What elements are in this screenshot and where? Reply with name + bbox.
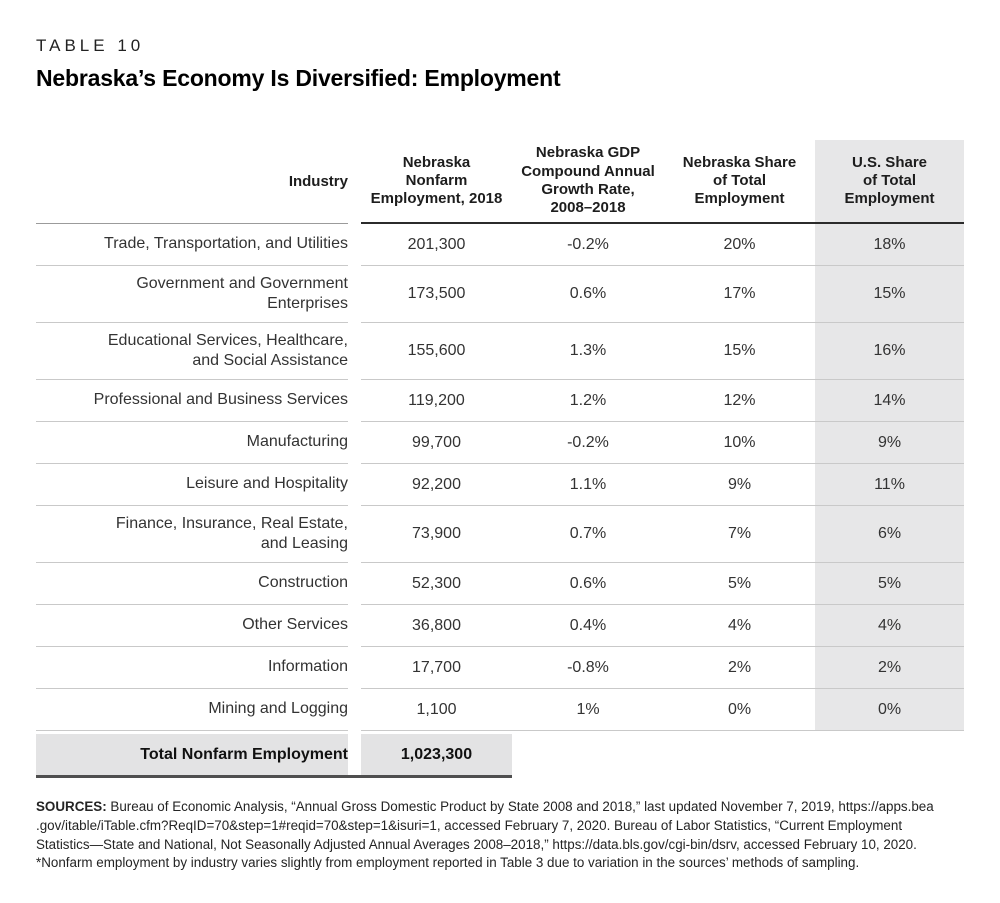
us-share-cell: 5%	[877, 574, 902, 592]
ne-share-cell: 7%	[727, 525, 752, 542]
industry-cell: Educational Services, Healthcare, and So…	[36, 323, 348, 380]
gdp-growth-cell: 0.6%	[569, 285, 607, 302]
employment-cell: 17,700	[412, 658, 461, 676]
industry-cell: Professional and Business Services	[36, 380, 348, 422]
employment-table: Industry Nebraska Nonfarm Employment, 20…	[36, 140, 964, 731]
table-row: Other Services 36,800 0.4% 4% 4%	[36, 605, 964, 647]
table-row: Government and Government Enterprises 17…	[36, 266, 964, 323]
total-label: Total Nonfarm Employment	[36, 734, 348, 775]
industry-cell: Construction	[36, 563, 348, 605]
us-share-cell: 18%	[873, 235, 906, 253]
table-row: Leisure and Hospitality 92,200 1.1% 9% 1…	[36, 464, 964, 506]
employment-cell: 119,200	[408, 391, 465, 409]
us-share-cell: 6%	[877, 525, 902, 542]
sources-note: SOURCES: Bureau of Economic Analysis, “A…	[36, 798, 965, 873]
employment-cell: 155,600	[407, 342, 466, 359]
gdp-growth-cell: -0.2%	[567, 433, 609, 451]
table-title: Nebraska’s Economy Is Diversified: Emplo…	[36, 65, 561, 91]
industry-cell: Manufacturing	[36, 422, 348, 464]
table-body: Trade, Transportation, and Utilities 201…	[36, 224, 964, 731]
gdp-growth-cell: 0.7%	[569, 525, 607, 542]
ne-share-cell: 17%	[723, 285, 756, 302]
employment-cell: 99,700	[412, 433, 461, 451]
industry-cell: Information	[36, 647, 348, 689]
industry-cell: Government and Government Enterprises	[36, 266, 348, 323]
gdp-growth-cell: 1.3%	[569, 342, 607, 359]
employment-cell: 52,300	[412, 574, 461, 592]
column-header-ne-share: Nebraska Share of Total Employment	[682, 153, 797, 208]
ne-share-cell: 20%	[723, 235, 756, 253]
employment-cell: 1,100	[416, 700, 457, 718]
ne-share-cell: 9%	[727, 475, 752, 493]
gdp-growth-cell: 1.1%	[569, 475, 607, 493]
table-row: Manufacturing 99,700 -0.2% 10% 9%	[36, 422, 964, 464]
total-value: 1,023,300	[361, 734, 512, 775]
employment-cell: 36,800	[412, 616, 461, 634]
table-row: Trade, Transportation, and Utilities 201…	[36, 224, 964, 266]
column-header-employment: Nebraska Nonfarm Employment, 2018	[370, 153, 503, 208]
employment-cell: 173,500	[407, 285, 466, 302]
employment-cell: 201,300	[407, 235, 466, 253]
table-row: Construction 52,300 0.6% 5% 5%	[36, 563, 964, 605]
column-header-industry: Industry	[36, 140, 348, 224]
header-data-group: Nebraska Nonfarm Employment, 2018 Nebras…	[361, 140, 964, 224]
ne-share-cell: 5%	[727, 574, 752, 592]
us-share-cell: 2%	[877, 658, 902, 676]
ne-share-cell: 10%	[723, 433, 756, 451]
table-row: Finance, Insurance, Real Estate, and Lea…	[36, 506, 964, 563]
gdp-growth-cell: -0.8%	[567, 658, 609, 676]
us-share-cell: 0%	[877, 700, 902, 718]
employment-cell: 92,200	[412, 475, 461, 493]
ne-share-cell: 0%	[727, 700, 752, 718]
us-share-cell: 11%	[874, 475, 905, 493]
us-share-column-shade	[815, 140, 964, 731]
industry-cell: Mining and Logging	[36, 689, 348, 731]
column-header-us-share: U.S. Share of Total Employment	[844, 153, 935, 208]
table-kicker: TABLE 10	[36, 36, 145, 55]
gdp-growth-cell: 0.6%	[569, 574, 607, 592]
us-share-cell: 9%	[877, 433, 902, 451]
gdp-growth-cell: 1.2%	[569, 391, 607, 409]
sources-text: Bureau of Economic Analysis, “Annual Gro…	[36, 799, 934, 871]
total-gap	[348, 734, 361, 775]
gdp-growth-cell: 1%	[576, 700, 600, 718]
gdp-growth-cell: 0.4%	[569, 616, 607, 634]
us-share-cell: 4%	[877, 616, 902, 634]
table-row: Professional and Business Services 119,2…	[36, 380, 964, 422]
table-row: Mining and Logging 1,100 1% 0% 0%	[36, 689, 964, 731]
ne-share-cell: 2%	[727, 658, 752, 676]
ne-share-cell: 4%	[727, 616, 752, 634]
us-share-cell: 15%	[873, 285, 906, 302]
sources-label: SOURCES:	[36, 799, 107, 814]
us-share-cell: 14%	[873, 391, 906, 409]
total-row: Total Nonfarm Employment 1,023,300	[36, 734, 512, 778]
table-row: Information 17,700 -0.8% 2% 2%	[36, 647, 964, 689]
gdp-growth-cell: -0.2%	[567, 235, 609, 253]
us-share-cell: 16%	[873, 342, 906, 359]
table-header-row: Industry Nebraska Nonfarm Employment, 20…	[36, 140, 964, 224]
industry-cell: Other Services	[36, 605, 348, 647]
ne-share-cell: 15%	[723, 342, 756, 359]
industry-cell: Leisure and Hospitality	[36, 464, 348, 506]
employment-cell: 73,900	[412, 525, 461, 542]
ne-share-cell: 12%	[723, 391, 756, 409]
industry-cell: Finance, Insurance, Real Estate, and Lea…	[36, 506, 348, 563]
column-header-gdp-growth: Nebraska GDP Compound Annual Growth Rate…	[521, 144, 655, 217]
industry-cell: Trade, Transportation, and Utilities	[36, 224, 348, 266]
table-row: Educational Services, Healthcare, and So…	[36, 323, 964, 380]
